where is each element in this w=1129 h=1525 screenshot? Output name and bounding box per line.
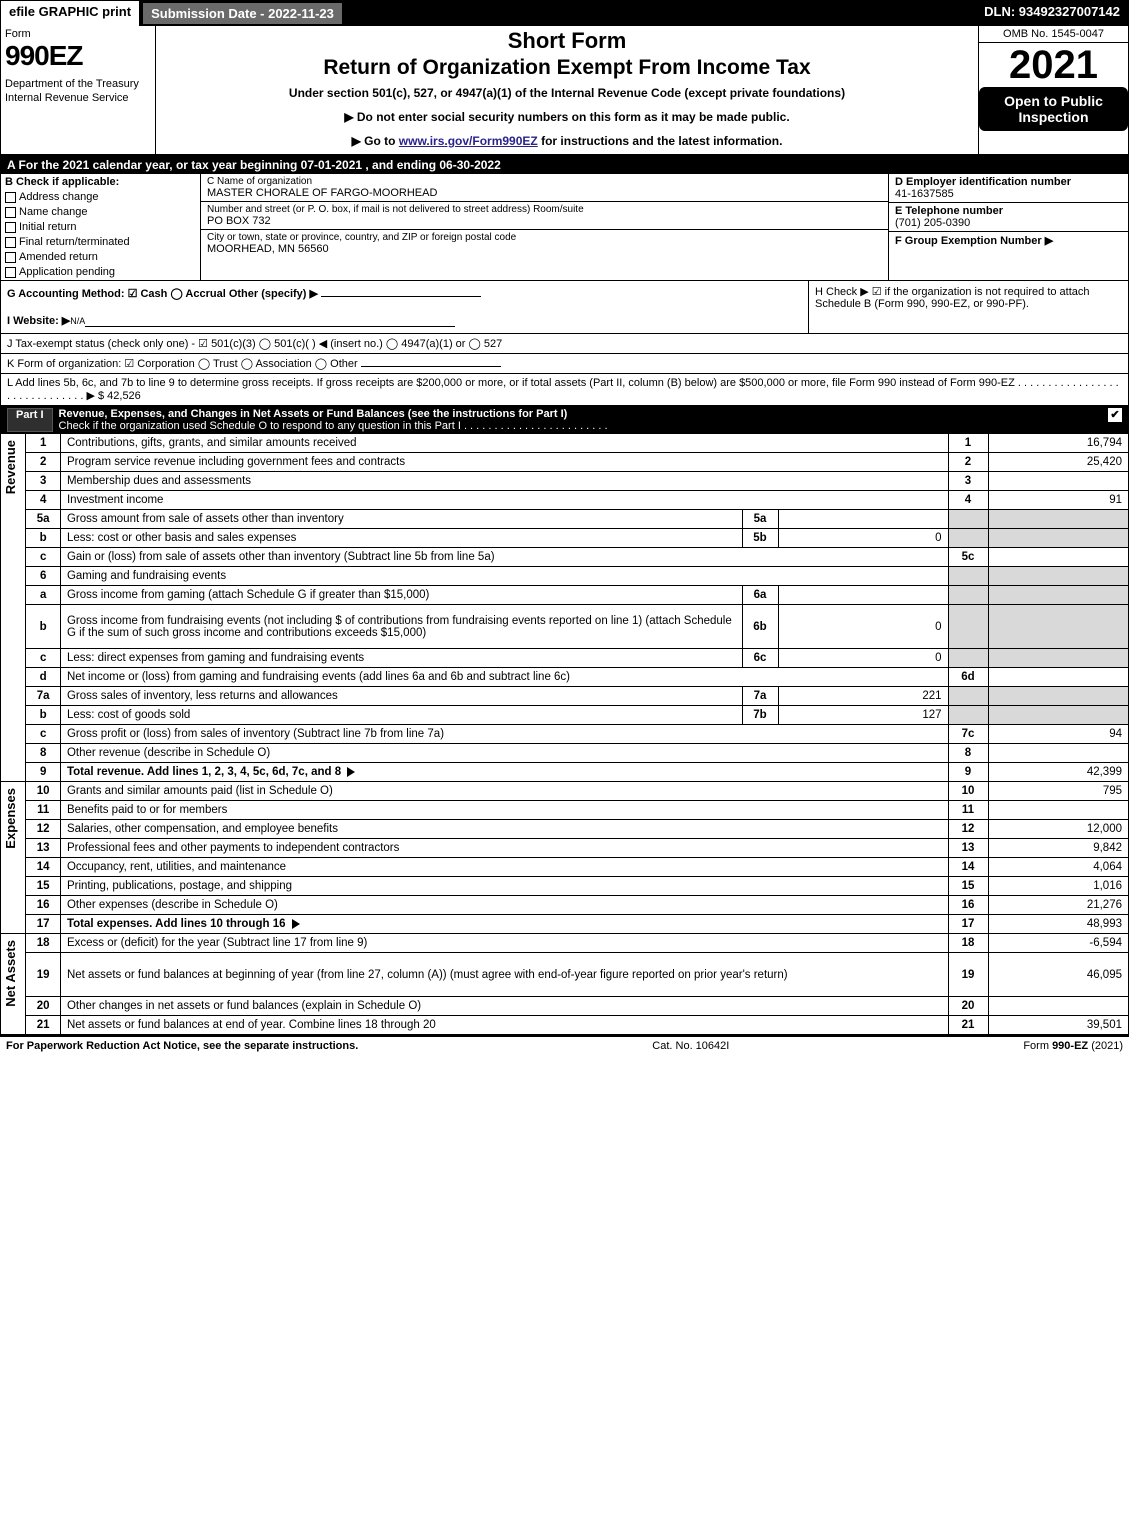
form-header: Form 990EZ Department of the Treasury In…: [1, 26, 1128, 156]
netassets-block: Net Assets 18Excess or (deficit) for the…: [1, 933, 1128, 1034]
line-row: 4Investment income491: [26, 491, 1128, 510]
line-row: 7aGross sales of inventory, less returns…: [26, 687, 1128, 706]
open-to-public: Open to Public Inspection: [979, 87, 1128, 131]
e-lbl: E Telephone number: [895, 205, 1122, 217]
revenue-label: Revenue: [1, 434, 26, 781]
line-row: 1Contributions, gifts, grants, and simil…: [26, 434, 1128, 453]
expenses-table: 10Grants and similar amounts paid (list …: [26, 782, 1128, 933]
line-k: K Form of organization: ☑ Corporation ◯ …: [1, 354, 1128, 374]
d-lbl: D Employer identification number: [895, 176, 1122, 188]
col-def: D Employer identification number 41-1637…: [888, 174, 1128, 280]
col-b: B Check if applicable: Address change Na…: [1, 174, 201, 280]
part-i-sub: Check if the organization used Schedule …: [59, 420, 461, 432]
org-street: PO BOX 732: [207, 215, 882, 227]
chk-address[interactable]: Address change: [5, 191, 196, 203]
foot-center: Cat. No. 10642I: [358, 1040, 1023, 1052]
c-street-lbl: Number and street (or P. O. box, if mail…: [207, 204, 882, 215]
header-right: OMB No. 1545-0047 2021 Open to Public In…: [978, 26, 1128, 154]
line-row: cGain or (loss) from sale of assets othe…: [26, 548, 1128, 567]
line-row: 2Program service revenue including gover…: [26, 453, 1128, 472]
line-row: 19Net assets or fund balances at beginni…: [26, 953, 1128, 997]
bullet-ssn: ▶ Do not enter social security numbers o…: [166, 110, 968, 124]
line-h: H Check ▶ ☑ if the organization is not r…: [808, 281, 1128, 333]
chk-name[interactable]: Name change: [5, 206, 196, 218]
header-left: Form 990EZ Department of the Treasury In…: [1, 26, 156, 154]
line-row: 13Professional fees and other payments t…: [26, 839, 1128, 858]
line-row: 20Other changes in net assets or fund ba…: [26, 997, 1128, 1016]
dln: DLN: 93492327007142: [976, 1, 1128, 26]
line-row: 12Salaries, other compensation, and empl…: [26, 820, 1128, 839]
top-bar: efile GRAPHIC print Submission Date - 20…: [1, 1, 1128, 26]
line-a: A For the 2021 calendar year, or tax yea…: [1, 156, 1128, 174]
c-city-lbl: City or town, state or province, country…: [207, 232, 882, 243]
department: Department of the Treasury Internal Reve…: [5, 78, 151, 106]
line-row: aGross income from gaming (attach Schedu…: [26, 586, 1128, 605]
line-g: G Accounting Method: ☑ Cash ◯ Accrual Ot…: [7, 287, 802, 300]
line-row: 21Net assets or fund balances at end of …: [26, 1016, 1128, 1035]
line-row: bGross income from fundraising events (n…: [26, 605, 1128, 649]
org-city: MOORHEAD, MN 56560: [207, 243, 882, 255]
bullet-link: ▶ Go to www.irs.gov/Form990EZ for instru…: [166, 134, 968, 148]
line-row: cGross profit or (loss) from sales of in…: [26, 725, 1128, 744]
line-l: L Add lines 5b, 6c, and 7b to line 9 to …: [1, 374, 1128, 406]
line-row: bLess: cost of goods sold7b127: [26, 706, 1128, 725]
section-bcdef: B Check if applicable: Address change Na…: [1, 174, 1128, 281]
ein: 41-1637585: [895, 188, 1122, 200]
line-row: 6Gaming and fundraising events: [26, 567, 1128, 586]
f-lbl: F Group Exemption Number ▶: [895, 234, 1122, 247]
netassets-table: 18Excess or (deficit) for the year (Subt…: [26, 934, 1128, 1034]
expenses-label: Expenses: [1, 782, 26, 933]
telephone: (701) 205-0390: [895, 217, 1122, 229]
line-row: 17Total expenses. Add lines 10 through 1…: [26, 915, 1128, 934]
chk-amended[interactable]: Amended return: [5, 251, 196, 263]
form-990ez: efile GRAPHIC print Submission Date - 20…: [0, 0, 1129, 1035]
chk-pending[interactable]: Application pending: [5, 266, 196, 278]
expenses-block: Expenses 10Grants and similar amounts pa…: [1, 781, 1128, 933]
header-center: Short Form Return of Organization Exempt…: [156, 26, 978, 154]
line-row: 10Grants and similar amounts paid (list …: [26, 782, 1128, 801]
line-row: 15Printing, publications, postage, and s…: [26, 877, 1128, 896]
c-name-lbl: C Name of organization: [207, 176, 882, 187]
under-section: Under section 501(c), 527, or 4947(a)(1)…: [166, 86, 968, 100]
line-row: 9Total revenue. Add lines 1, 2, 3, 4, 5c…: [26, 763, 1128, 782]
form-label: Form: [5, 28, 151, 40]
chk-initial[interactable]: Initial return: [5, 221, 196, 233]
line-row: bLess: cost or other basis and sales exp…: [26, 529, 1128, 548]
line-j: J Tax-exempt status (check only one) - ☑…: [1, 334, 1128, 354]
netassets-label: Net Assets: [1, 934, 26, 1034]
title-short-form: Short Form: [166, 28, 968, 54]
line-row: 14Occupancy, rent, utilities, and mainte…: [26, 858, 1128, 877]
title-main: Return of Organization Exempt From Incom…: [166, 56, 968, 80]
irs-link[interactable]: www.irs.gov/Form990EZ: [399, 134, 538, 148]
part-i-header: Part I Revenue, Expenses, and Changes in…: [1, 406, 1128, 434]
line-row: 16Other expenses (describe in Schedule O…: [26, 896, 1128, 915]
b-title: B Check if applicable:: [5, 176, 196, 188]
revenue-table: 1Contributions, gifts, grants, and simil…: [26, 434, 1128, 781]
line-row: 8Other revenue (describe in Schedule O)8: [26, 744, 1128, 763]
omb-number: OMB No. 1545-0047: [979, 26, 1128, 43]
line-row: 3Membership dues and assessments3: [26, 472, 1128, 491]
line-row: dNet income or (loss) from gaming and fu…: [26, 668, 1128, 687]
line-row: 5aGross amount from sale of assets other…: [26, 510, 1128, 529]
line-row: cLess: direct expenses from gaming and f…: [26, 649, 1128, 668]
efile-print[interactable]: efile GRAPHIC print: [1, 1, 141, 26]
foot-right: Form 990-EZ (2021): [1023, 1040, 1123, 1052]
line-row: 11Benefits paid to or for members11: [26, 801, 1128, 820]
section-gh: G Accounting Method: ☑ Cash ◯ Accrual Ot…: [1, 281, 1128, 334]
foot-left: For Paperwork Reduction Act Notice, see …: [6, 1040, 358, 1052]
org-name: MASTER CHORALE OF FARGO-MOORHEAD: [207, 187, 882, 199]
line-i: I Website: ▶N/A: [7, 314, 802, 327]
part-i-title: Revenue, Expenses, and Changes in Net As…: [59, 408, 568, 420]
tax-year: 2021: [979, 43, 1128, 85]
revenue-block: Revenue 1Contributions, gifts, grants, a…: [1, 434, 1128, 781]
part-i-checkbox[interactable]: ✔: [1108, 408, 1122, 422]
col-c: C Name of organization MASTER CHORALE OF…: [201, 174, 888, 280]
footer: For Paperwork Reduction Act Notice, see …: [0, 1035, 1129, 1055]
submission-date: Submission Date - 2022-11-23: [142, 2, 343, 25]
chk-final[interactable]: Final return/terminated: [5, 236, 196, 248]
form-number: 990EZ: [5, 40, 151, 72]
line-row: 18Excess or (deficit) for the year (Subt…: [26, 934, 1128, 953]
